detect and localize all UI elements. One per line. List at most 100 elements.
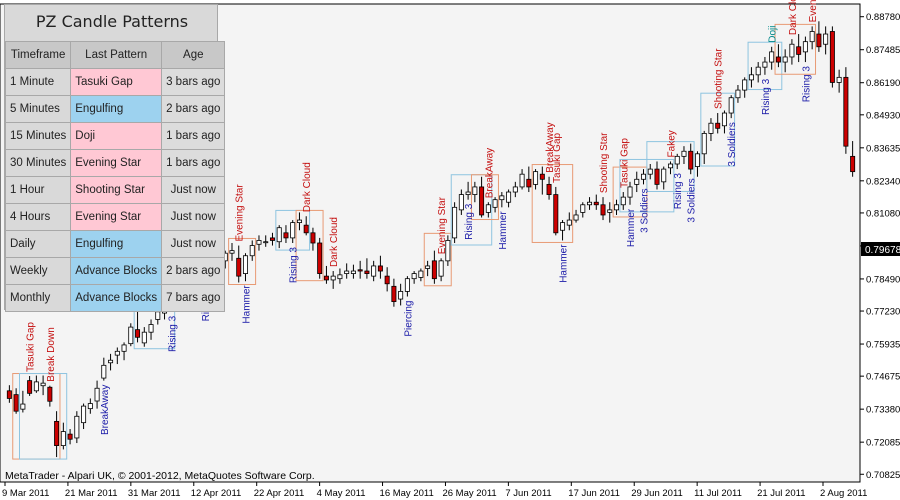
x-tick-label: 21 Mar 2011 [65, 488, 118, 499]
candle-body [600, 204, 606, 216]
pattern-label: Hammer [241, 285, 252, 324]
table-row: 1 Hour Shooting Star Just now [4, 176, 226, 204]
y-tick-label: 0.82340 [866, 176, 900, 187]
y-tick-label: 0.88780 [866, 12, 900, 23]
candle-body [580, 204, 586, 213]
candle-body [775, 56, 781, 63]
candle-body [438, 260, 444, 277]
candle-body [620, 196, 626, 206]
chart-footer: MetaTrader - Alpari UK, © 2001-2012, Met… [5, 470, 315, 482]
candle-body [242, 255, 248, 274]
candle-body [74, 415, 80, 439]
pattern-box [18, 373, 68, 460]
x-tick-label: 9 Mar 2011 [2, 488, 49, 499]
candle-body [533, 171, 539, 185]
timeframe-cell: 15 Minutes [4, 122, 72, 150]
pattern-label: Hammer [626, 208, 637, 247]
table-row: Monthly Advance Blocks 7 bars ago [4, 284, 226, 312]
candle-body [411, 273, 417, 280]
candle-body [715, 122, 721, 129]
candle-body [371, 265, 377, 277]
candle-body [269, 237, 275, 241]
time-axis[interactable]: 9 Mar 2011 21 Mar 2011 31 Mar 2011 12 Apr 2… [2, 482, 867, 499]
candle-body [296, 219, 302, 224]
pattern-label: 3 Soldiers [727, 122, 738, 166]
candle-body [614, 204, 620, 211]
pattern-box [774, 23, 817, 75]
candle-body [108, 359, 114, 364]
candle-body [465, 191, 471, 195]
pattern-label: Doji [768, 26, 779, 43]
pattern-label: Rising 3 [801, 66, 812, 103]
candle-body [40, 382, 46, 387]
pattern-label: BreakAway [545, 122, 556, 172]
pattern-label: 3 Soldiers [640, 188, 651, 232]
candle-body [398, 291, 404, 300]
candle-body [54, 420, 60, 446]
candle-body [688, 150, 694, 170]
current-price-label: 0.79678 [865, 245, 900, 256]
candle-body [667, 163, 673, 169]
candle-body [94, 387, 100, 402]
age-cell: 1 bars ago [161, 149, 226, 177]
candle-body [229, 250, 235, 254]
y-tick-label: 0.77230 [866, 307, 900, 318]
pattern-label: Tasuki Gap [619, 138, 630, 188]
candle-body [607, 209, 613, 213]
pattern-label: Tasuki Gap [26, 322, 37, 372]
pattern-label: Hammer [559, 244, 570, 283]
pattern-cell: Doji [70, 122, 163, 150]
candle-body [539, 173, 545, 180]
candle-body [256, 240, 262, 245]
table-row: 4 Hours Evening Star Just now [4, 203, 226, 231]
timeframe-cell: 1 Hour [4, 176, 72, 204]
candle-body [553, 194, 559, 234]
candle-body [317, 242, 323, 274]
candle-body [6, 390, 12, 399]
pattern-cell: Evening Star [70, 149, 163, 177]
candle-body [472, 186, 478, 195]
candle-body [121, 344, 127, 352]
y-tick-label: 0.86190 [866, 78, 900, 89]
pattern-table: Timeframe Last Pattern Age 1 Minute Tasuk… [4, 41, 226, 312]
pattern-label: Rising 3 [289, 247, 300, 284]
candle-body [802, 41, 808, 53]
candle-body [647, 168, 653, 175]
candle-body [829, 31, 835, 83]
candle-body [148, 324, 154, 333]
pattern-label: Shooting Star [714, 48, 725, 109]
x-tick-label: 7 Jun 2011 [505, 488, 551, 499]
candle-body [701, 133, 707, 155]
table-row: Daily Engulfing Just now [4, 230, 226, 258]
candle-body [735, 89, 741, 99]
candle-body [458, 194, 464, 211]
age-cell: Just now [161, 176, 226, 204]
candle-body [479, 186, 485, 216]
candles [6, 21, 856, 458]
candle-body [87, 403, 93, 410]
pattern-label: BreakAway [484, 148, 495, 198]
candle-body [141, 331, 147, 344]
y-tick-label: 0.78490 [866, 274, 900, 285]
pattern-label: Dark Cloud [302, 162, 313, 212]
table-row: 1 Minute Tasuki Gap 3 bars ago [4, 68, 226, 96]
candle-body [485, 204, 491, 213]
candle-body [627, 186, 633, 198]
pattern-cell: Evening Star [70, 203, 163, 231]
candle-body [823, 33, 829, 45]
candle-body [391, 285, 397, 303]
candle-body [27, 380, 33, 394]
y-tick-label: 0.83635 [866, 143, 900, 154]
candle-body [742, 79, 748, 91]
candle-body [13, 394, 19, 412]
candle-body [634, 178, 640, 185]
candle-body [350, 270, 356, 274]
pattern-cell: Advance Blocks [70, 284, 163, 312]
header-last-pattern: Last Pattern [70, 41, 163, 69]
timeframe-cell: 1 Minute [4, 68, 72, 96]
candle-body [769, 51, 775, 63]
x-tick-label: 2 Aug 2011 [820, 488, 867, 499]
y-tick-label: 0.70825 [866, 470, 900, 481]
pattern-label: Tasuki Gap [552, 132, 563, 182]
